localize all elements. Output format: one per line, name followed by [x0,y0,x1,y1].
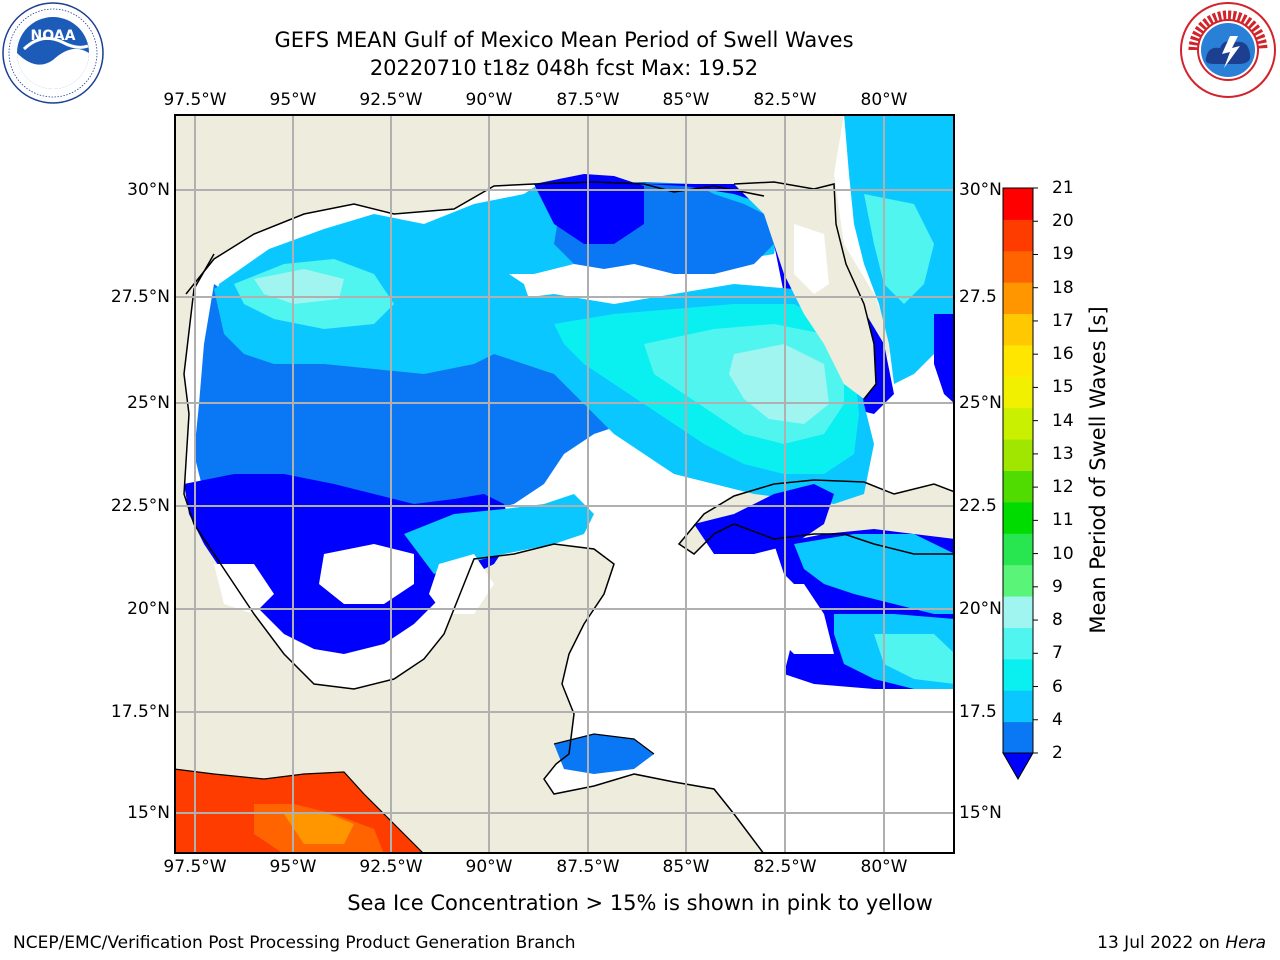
lon-label-top: 90°W [465,90,513,110]
footer-producer: NCEP/EMC/Verification Post Processing Pr… [13,933,576,953]
map-subtitle: 20220710 t18z 048h fcst Max: 19.52 [369,56,759,80]
map-panel [174,114,955,854]
colorbar-swatch [1003,407,1033,440]
colorbar-tick-label: 16 [1052,344,1074,365]
lat-label-right: 20°N [959,599,1002,619]
lon-label-top: 92.5°W [359,90,423,110]
colorbar-swatch [1003,313,1033,346]
land-florida [734,182,876,399]
lon-label-bottom: 92.5°W [359,857,423,877]
lat-label-left: 20°N [127,599,170,619]
footer-machine: Hera [1225,933,1266,953]
colorbar-tick-label: 2 [1052,743,1063,763]
colorbar-tick-label: 19 [1052,244,1074,265]
lat-label-right: 22.5 [959,496,997,516]
colorbar-tick-label: 8 [1052,610,1063,631]
colorbar-tick-label: 20 [1052,211,1074,232]
colorbar-swatch [1003,439,1033,471]
colorbar-swatch [1003,564,1033,597]
colorbar-tick-label: 11 [1052,510,1074,531]
colorbar-tick-label: 14 [1052,410,1074,431]
colorbar-swatch [1003,627,1033,660]
lat-label-right: 15°N [959,803,1002,823]
lon-label-top: 97.5°W [163,90,227,110]
lat-label-right: 17.5 [959,702,997,722]
lat-label-left: 25°N [127,393,170,413]
colorbar-swatch [1003,376,1033,409]
map-frame [174,114,955,854]
colorbar-tick-label: 6 [1052,676,1063,697]
lon-label-top: 87.5°W [556,90,620,110]
colorbar-tick-label: 13 [1052,443,1074,464]
colorbar-swatch [1003,344,1033,377]
colorbar-swatch [1003,658,1033,691]
colorbar-tick-label: 18 [1052,277,1074,298]
colorbar-frame [1002,187,1034,754]
map-title: GEFS MEAN Gulf of Mexico Mean Period of … [274,28,854,52]
colorbar-swatch [1003,596,1033,628]
graticule [174,114,955,854]
lon-label-top: 85°W [662,90,710,110]
lon-label-bottom: 90°W [465,857,513,877]
colorbar-swatch [1003,721,1033,754]
colorbar-tick-label: 21 [1052,178,1074,198]
colorbar-swatch [1003,188,1033,220]
colorbar-swatch [1003,533,1033,566]
colorbar-tick-label: 15 [1052,377,1074,398]
lat-label-left: 22.5°N [110,496,170,516]
colorbar-tick-label: 9 [1052,576,1063,597]
colorbar-tick-label: 4 [1052,709,1063,730]
footer-date: 13 Jul 2022 on Hera [1097,933,1266,953]
colorbar [1000,186,1040,782]
colorbar-swatch [1003,219,1033,252]
colorbar-under-arrow [1002,752,1034,781]
lat-label-left: 27.5°N [110,287,170,307]
colorbar-tick-label: 12 [1052,477,1074,498]
lon-label-top: 80°W [860,90,908,110]
footer-date-text: 13 Jul 2022 on [1097,933,1226,953]
lon-label-bottom: 95°W [269,857,317,877]
lon-label-top: 82.5°W [753,90,817,110]
lat-label-right: 30°N [959,180,1002,200]
colorbar-tick-label: 10 [1052,543,1074,564]
lon-label-bottom: 85°W [662,857,710,877]
lat-label-right: 25°N [959,393,1002,413]
colorbar-swatch [1003,250,1033,283]
lon-label-bottom: 82.5°W [753,857,817,877]
national-weather-service-logo [1178,0,1278,100]
lat-label-left: 15°N [127,803,170,823]
colorbar-swatch [1003,690,1033,723]
lon-label-bottom: 80°W [860,857,908,877]
noaa-logo: NOAA [2,2,104,104]
lat-label-left: 17.5°N [110,702,170,722]
sea-ice-note: Sea Ice Concentration > 15% is shown in … [347,891,933,915]
lon-label-bottom: 97.5°W [163,857,227,877]
lon-label-bottom: 87.5°W [556,857,620,877]
lon-label-top: 95°W [269,90,317,110]
colorbar-swatch [1003,501,1033,534]
colorbar-tick-label: 7 [1052,643,1063,664]
colorbar-title: Mean Period of Swell Waves [s] [1086,306,1110,634]
lat-label-right: 27.5 [959,287,997,307]
colorbar-swatch [1003,282,1033,315]
colorbar-swatches [1002,187,1038,781]
colorbar-swatch [1003,470,1033,503]
lat-label-left: 30°N [127,180,170,200]
colorbar-tick-label: 17 [1052,310,1074,331]
svg-text:NOAA: NOAA [31,28,76,44]
